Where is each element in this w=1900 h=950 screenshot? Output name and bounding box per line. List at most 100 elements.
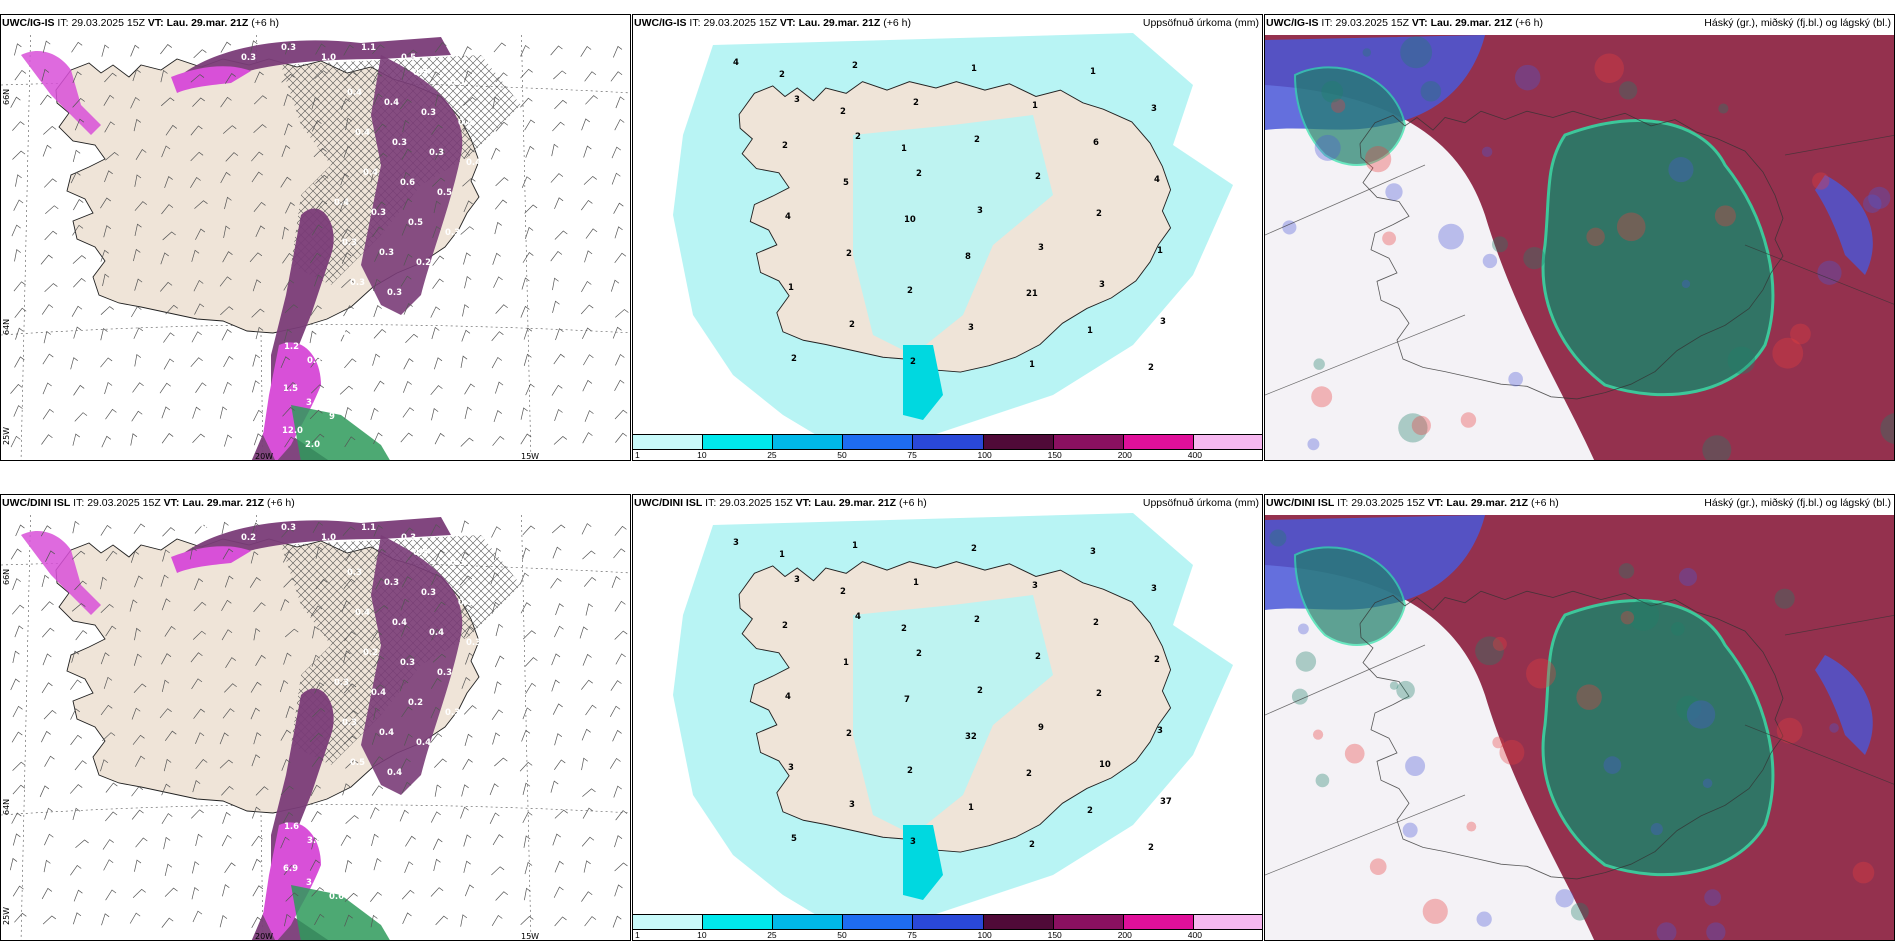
colorbar-segment — [1123, 915, 1194, 929]
colorbar-segment — [1053, 915, 1124, 929]
colorbar-segment — [843, 435, 914, 449]
panel-header: UWC/DINI ISL IT: 29.03.2025 15Z VT: Lau.… — [1266, 497, 1559, 509]
precip-value: 0.3 — [437, 668, 452, 678]
accum-value: 5 — [791, 834, 797, 844]
lead-time: (+6 h) — [251, 17, 279, 29]
accum-max — [903, 345, 943, 420]
colorbar-segment — [633, 915, 704, 929]
accum-value: 2 — [840, 587, 846, 597]
precip-value: 0.7 — [307, 356, 322, 366]
accum-value: 2 — [779, 70, 785, 80]
map-canvas — [1265, 495, 1894, 940]
precip-value: 2.2 — [330, 370, 345, 380]
accum-value: 3 — [733, 538, 739, 548]
accum-value: 1 — [1032, 101, 1038, 111]
precip-value: 0.4 — [379, 728, 394, 738]
precip-value: 1.5 — [283, 384, 298, 394]
colorbar: 1 10 25 50 75 100 150 200 400 — [633, 914, 1262, 940]
accum-value: 3 — [968, 323, 974, 333]
precip-value: 0.5 — [331, 808, 346, 818]
accum-value: 3 — [1090, 547, 1096, 557]
it-label: IT: — [73, 497, 85, 509]
accum-value: 2 — [1087, 806, 1093, 816]
accum-value: 1 — [1090, 67, 1096, 77]
precip-value: 0.4 — [466, 158, 481, 168]
it-value: 29.03.2025 15Z — [703, 17, 777, 29]
precip-value: 0.3 — [450, 78, 465, 88]
precip-value: 0.3 — [241, 53, 256, 63]
cloud-high — [1541, 119, 1775, 397]
accum-value: 3 — [977, 206, 983, 216]
precip-value: 1.1 — [361, 523, 376, 533]
model-name: UWC/IG-IS — [2, 17, 55, 29]
precip-value: 0.3 — [429, 148, 444, 158]
accum-value: 1 — [968, 803, 974, 813]
colorbar-label: 50 — [837, 930, 847, 940]
accum-value: 2 — [1148, 843, 1154, 853]
accum-value: 2 — [977, 686, 983, 696]
precip-value: 0.5 — [408, 218, 423, 228]
it-value: 29.03.2025 15Z — [1351, 497, 1425, 509]
model-name: UWC/DINI ISL — [1266, 497, 1335, 509]
vt-label: VT: — [1427, 497, 1444, 509]
it-value: 29.03.2025 15Z — [87, 497, 161, 509]
colorbar-segment — [1123, 435, 1194, 449]
accum-value: 2 — [1035, 172, 1041, 182]
accum-value: 3 — [1099, 280, 1105, 290]
precip-value: 3.2 — [306, 878, 321, 888]
precip-value: 0.2 — [453, 268, 468, 278]
accum-max — [903, 825, 943, 900]
lat-label: 25W — [2, 907, 11, 925]
vt-value: Lau. 29.mar. 21Z — [1446, 497, 1529, 509]
panel-header: UWC/IG-IS IT: 29.03.2025 15Z VT: Lau. 29… — [634, 17, 911, 29]
precip-value: 3.8 — [306, 398, 321, 408]
precip-value: 0.8 — [201, 43, 216, 53]
vt-label: VT: — [779, 17, 796, 29]
it-label: IT: — [705, 497, 717, 509]
colorbar-segment — [633, 435, 704, 449]
precip-value: 0.4 — [458, 118, 473, 128]
colorbar-label: 10 — [697, 930, 707, 940]
colorbar-segment — [773, 915, 844, 929]
accum-value: 3 — [1151, 584, 1157, 594]
colorbar-label: 100 — [977, 930, 992, 940]
precip-value: 0.4 — [416, 738, 431, 748]
accum-value: 2 — [1148, 363, 1154, 373]
accum-value: 2 — [846, 249, 852, 259]
precip-value: 0.4 — [392, 618, 407, 628]
accum-value: 1 — [1157, 246, 1163, 256]
precip-value: 0.3 — [281, 43, 296, 53]
vt-value: Lau. 29.mar. 21Z — [814, 497, 897, 509]
colorbar: 1 10 25 50 75 100 150 200 400 — [633, 434, 1262, 460]
map-canvas: 4322333322222211221164422311325108211222… — [633, 15, 1262, 445]
accum-value: 1 — [1029, 360, 1035, 370]
precip-value: 0.2 — [408, 698, 423, 708]
colorbar-label: 25 — [767, 450, 777, 460]
lead-time: (+6 h) — [1515, 17, 1543, 29]
colorbar-segment — [703, 435, 774, 449]
lead-time: (+6 h) — [883, 17, 911, 29]
accum-value: 1 — [779, 550, 785, 560]
precip-value: 0.2 — [201, 523, 216, 533]
precip-value: 1.0 — [321, 533, 336, 543]
accum-value: 3 — [1038, 243, 1044, 253]
precip-value: 3.3 — [330, 850, 345, 860]
accum-value: 1 — [852, 541, 858, 551]
accum-value: 4 — [785, 212, 791, 222]
precip-value: 1.2 — [284, 342, 299, 352]
accum-value: 4 — [785, 692, 791, 702]
model-name: UWC/DINI ISL — [634, 497, 703, 509]
precip-value: 0.3 — [347, 568, 362, 578]
accum-value: 4 — [855, 612, 861, 622]
colorbar-label: 100 — [977, 450, 992, 460]
accum-value: 2 — [1035, 652, 1041, 662]
lead-time: (+6 h) — [898, 497, 927, 509]
accum-value: 2 — [910, 357, 916, 367]
precip-value: 0.4 — [371, 688, 386, 698]
accum-value: 2 — [782, 621, 788, 631]
precip-value: 0.3 — [387, 288, 402, 298]
colorbar-label: 150 — [1047, 450, 1062, 460]
precip-value: 0.5 — [350, 758, 365, 768]
map-canvas — [1265, 15, 1894, 460]
accum-value: 3 — [1157, 726, 1163, 736]
